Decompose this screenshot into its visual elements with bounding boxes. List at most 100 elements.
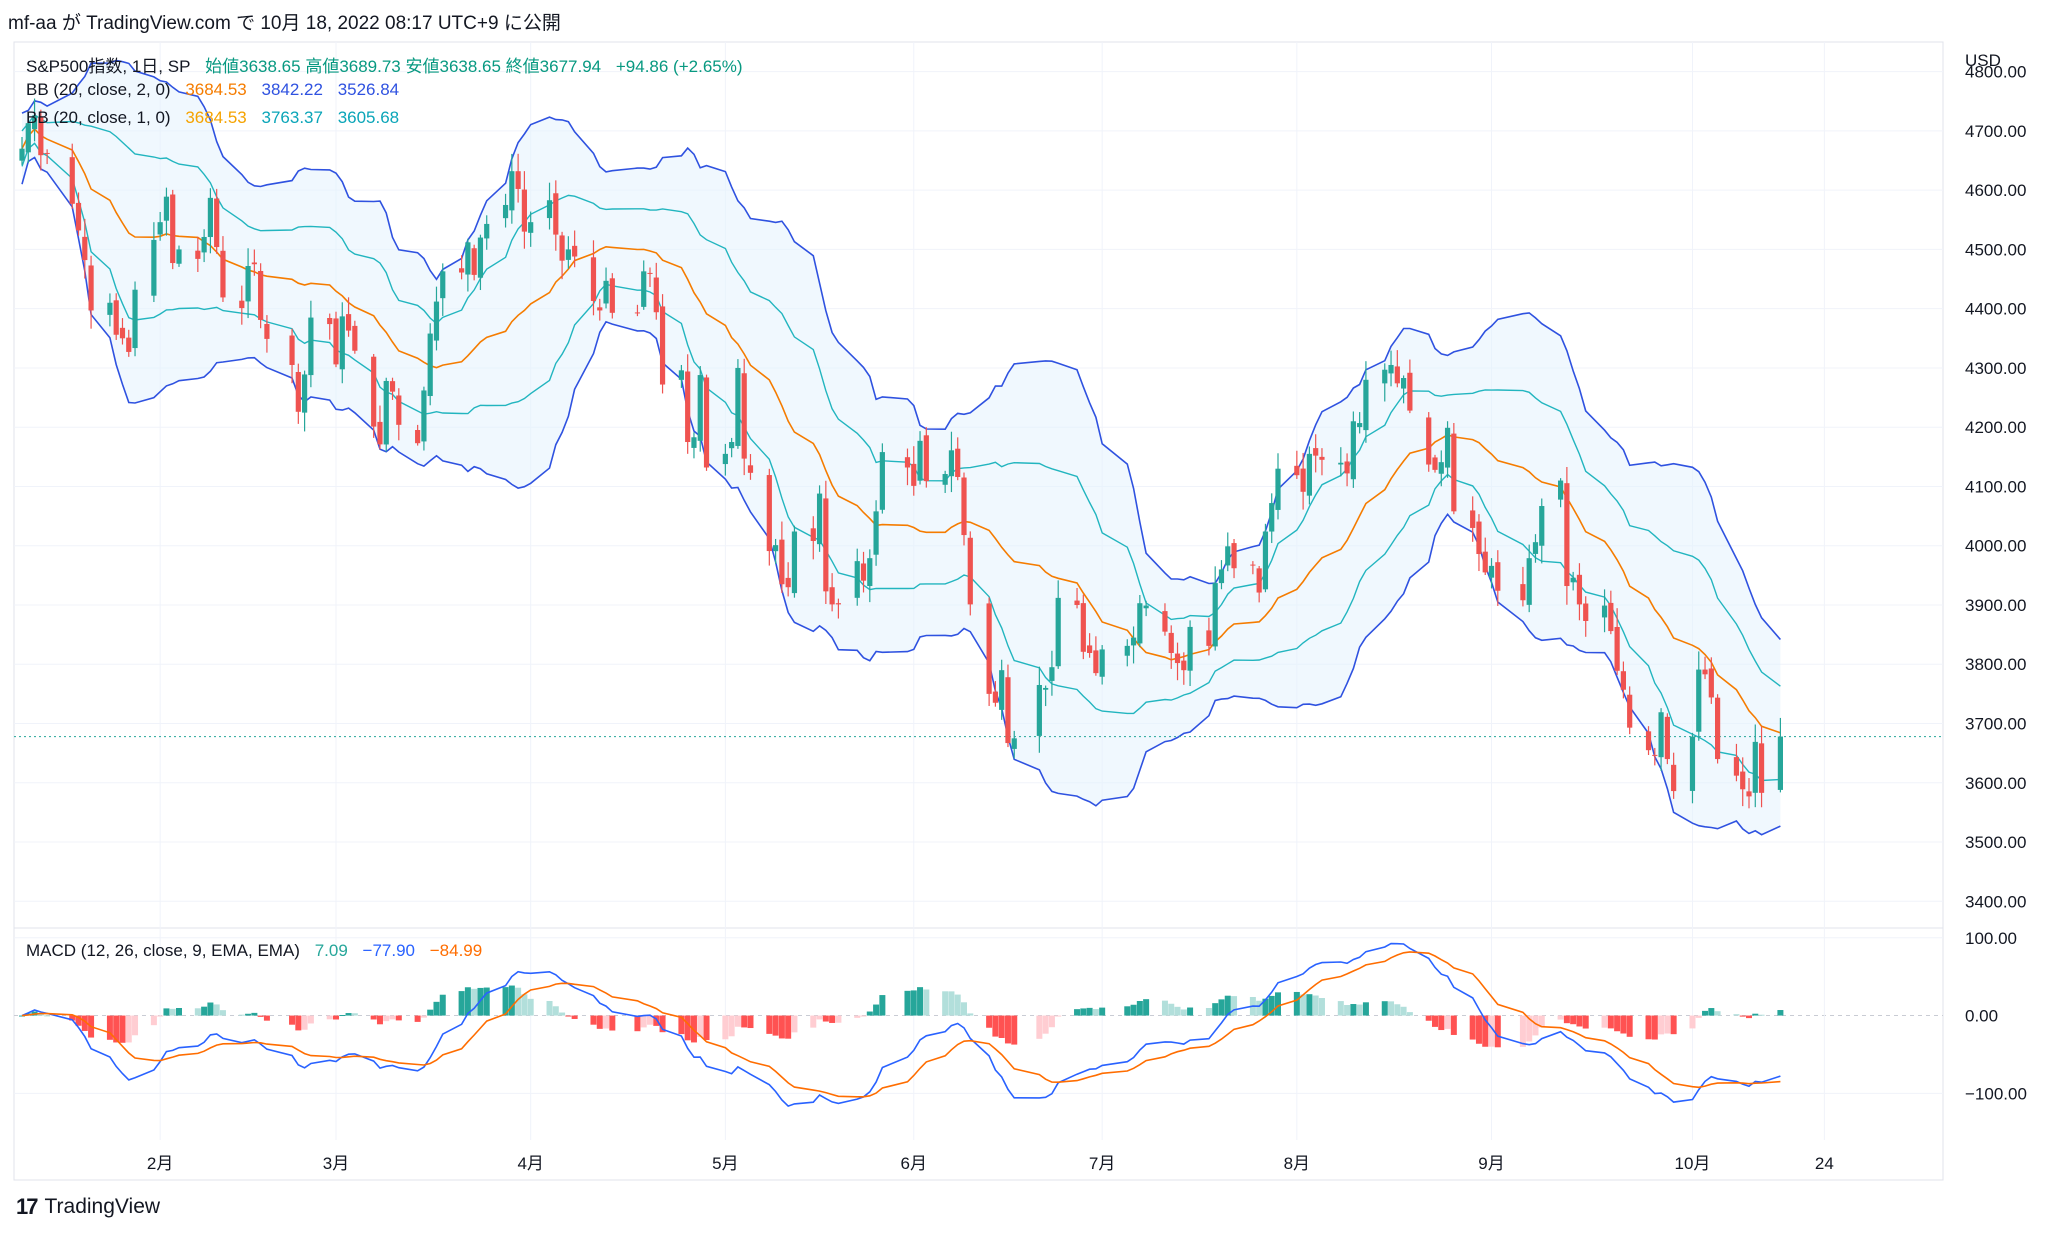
macd-histogram-bar	[1004, 1015, 1011, 1044]
candle-body	[421, 390, 427, 442]
candle-body	[565, 249, 571, 260]
macd-histogram-bar	[1777, 1010, 1784, 1016]
macd-histogram-bar	[238, 1014, 245, 1016]
macd-histogram-bar	[772, 1015, 779, 1036]
bb1-up: 3763.37	[261, 108, 323, 127]
price-tick-label: 4500.00	[1965, 240, 2026, 259]
macd-histogram-bar	[157, 1015, 164, 1017]
candle-body	[515, 171, 521, 189]
macd-histogram-bar	[967, 1013, 974, 1016]
candle-body	[546, 200, 553, 219]
macd-histogram-bar	[998, 1015, 1005, 1038]
symbol-name[interactable]: S&P500指数, 1日, SP	[26, 57, 191, 76]
candle-body	[1671, 764, 1677, 792]
macd-histogram-bar	[515, 987, 522, 1016]
macd-histogram-bar	[1293, 991, 1300, 1016]
candle-body	[113, 300, 119, 335]
macd-histogram-bar	[333, 1015, 339, 1020]
macd-histogram-bar	[728, 1015, 735, 1037]
candle-body	[119, 327, 126, 339]
macd-histogram-bar	[647, 1015, 653, 1025]
candle-body	[678, 370, 684, 380]
candle-body	[1432, 457, 1438, 470]
macd-histogram-bar	[1607, 1015, 1614, 1029]
publish-header: mf-aa が TradingView.com で 10月 18, 2022 0…	[8, 13, 561, 34]
bb1-label: BB (20, close, 1, 0)	[26, 108, 171, 127]
macd-histogram-bar	[1042, 1015, 1049, 1034]
candle-body	[339, 316, 345, 370]
macd-histogram-bar	[1626, 1015, 1633, 1037]
macd-histogram-bar	[1519, 1015, 1526, 1047]
candle-body	[741, 373, 747, 459]
macd-legend[interactable]: MACD (12, 26, close, 9, EMA, EMA) 7.09 −…	[26, 941, 492, 961]
candle-body	[157, 222, 163, 235]
macd-histogram-bar	[502, 987, 509, 1016]
candle-body	[1137, 603, 1143, 644]
macd-histogram-bar	[722, 1015, 729, 1040]
macd-histogram-bar	[1381, 1001, 1388, 1016]
macd-histogram-bar	[1055, 1015, 1062, 1017]
candle-body	[1087, 645, 1093, 653]
candle-body	[132, 289, 138, 349]
time-tick-label: 9月	[1478, 1154, 1504, 1173]
macd-histogram-bar	[257, 1015, 264, 1017]
price-tick-label: 4400.00	[1965, 300, 2026, 319]
candle-body	[1746, 791, 1752, 797]
candle-body	[308, 317, 314, 376]
candle-body	[25, 123, 31, 153]
macd-histogram-bar	[1318, 998, 1325, 1016]
candle-body	[1558, 480, 1564, 500]
candle-body	[986, 603, 992, 694]
candle-body	[1218, 569, 1225, 584]
macd-histogram-bar	[1739, 1015, 1746, 1017]
candle-body	[207, 197, 213, 238]
candle-body	[302, 374, 308, 413]
macd-histogram-bar	[1582, 1015, 1589, 1029]
macd-histogram-bar	[879, 995, 886, 1016]
candle-body	[214, 198, 220, 248]
macd-histogram-bar	[860, 1015, 867, 1017]
candle-body	[433, 301, 440, 341]
macd-histogram-bar	[766, 1015, 773, 1034]
macd-histogram-bar	[119, 1015, 126, 1043]
currency-label: USD	[1965, 51, 2001, 70]
macd-histogram-bar	[1086, 1007, 1093, 1016]
candle-body	[647, 272, 653, 274]
macd-histogram-bar	[961, 1002, 967, 1016]
bb2-legend[interactable]: BB (20, close, 2, 0) 3684.53 3842.22 352…	[26, 80, 409, 100]
macd-histogram-bar	[747, 1015, 754, 1029]
macd-histogram-bar	[1494, 1015, 1501, 1048]
candle-body	[703, 377, 710, 468]
macd-histogram-bar	[1482, 1015, 1489, 1047]
bb-upper-2sd	[21, 59, 1782, 641]
candle-body	[1005, 677, 1011, 744]
macd-histogram-bar	[1438, 1015, 1445, 1031]
time-tick-label: 24	[1815, 1154, 1834, 1173]
bollinger-lines	[14, 59, 1943, 836]
macd-histogram-bar	[376, 1015, 383, 1025]
candle-body	[873, 511, 879, 555]
macd-hist-value: 7.09	[314, 941, 348, 960]
candle-body	[590, 257, 597, 301]
candle-body	[1777, 736, 1783, 790]
candle-body	[634, 312, 641, 314]
macd-histogram-bar	[1161, 1000, 1168, 1016]
candle-body	[195, 250, 201, 259]
macd-histogram-bar	[1444, 1015, 1451, 1029]
candle-body	[747, 465, 754, 473]
candle-body	[521, 189, 527, 232]
macd-histogram-bar	[697, 1015, 704, 1038]
candle-body	[791, 531, 798, 594]
candle-body	[1576, 574, 1583, 605]
macd-histogram-bar	[326, 1015, 333, 1020]
macd-histogram-bar	[866, 1011, 873, 1016]
tradingview-brand[interactable]: 17 TradingView	[16, 1194, 160, 1220]
candle-body	[1583, 603, 1589, 621]
bb1-legend[interactable]: BB (20, close, 1, 0) 3684.53 3763.37 360…	[26, 108, 409, 128]
macd-histogram-bar	[603, 1015, 610, 1029]
macd-histogram-bar	[1432, 1015, 1438, 1027]
macd-histogram-bar	[1218, 999, 1225, 1016]
candle-body	[19, 148, 25, 161]
candle-body	[961, 477, 967, 536]
